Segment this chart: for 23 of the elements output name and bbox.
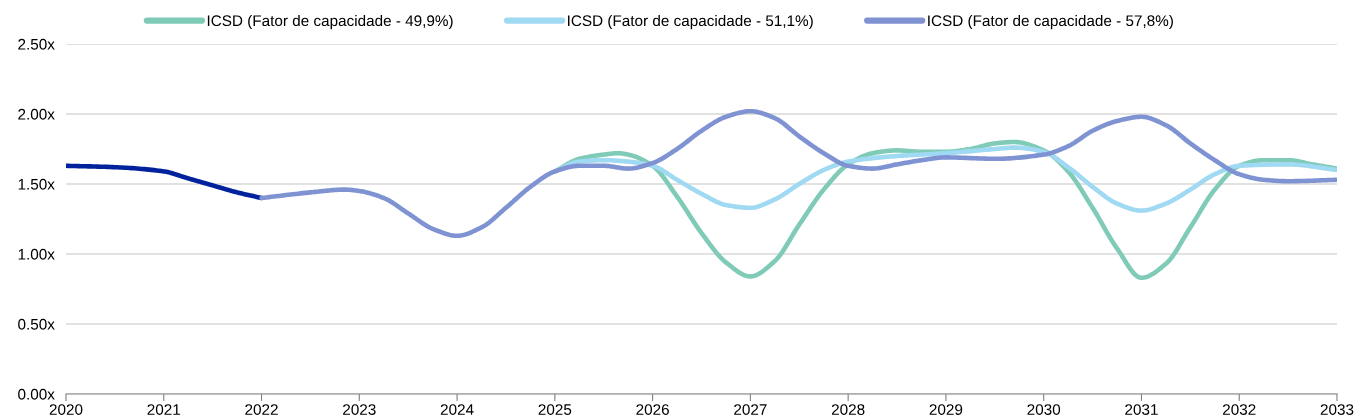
x-tick-label: 2021: [147, 404, 181, 415]
legend-label: ICSD (Fator de capacidade - 57,8%): [928, 14, 1173, 30]
y-tick-label: 2.00x: [18, 108, 55, 120]
legend-label: ICSD (Fator de capacidade - 49,9%): [207, 14, 453, 30]
x-tick-label: 2027: [734, 404, 767, 415]
x-tick-label: 2026: [636, 404, 669, 415]
x-tick-label: 2029: [929, 404, 963, 415]
y-tick-label: 1.50x: [18, 178, 55, 190]
x-tick-label: 2030: [1027, 404, 1061, 415]
legend-label: ICSD (Fator de capacidade - 51,1%): [568, 14, 813, 30]
y-tick-label: 1.00x: [18, 248, 55, 260]
x-tick-label: 2028: [831, 404, 865, 415]
x-tick-label: 2020: [49, 404, 83, 415]
y-tick-label: 0.50x: [18, 318, 55, 330]
x-tick-label: 2025: [538, 404, 572, 415]
x-tick-label: 2024: [440, 404, 474, 415]
y-tick-label: 0.00x: [18, 388, 55, 400]
x-tick-label: 2032: [1223, 404, 1256, 415]
y-tick-label: 2.50x: [18, 38, 55, 50]
x-tick-label: 2022: [245, 404, 278, 415]
x-tick-label: 2023: [343, 404, 376, 415]
x-tick-label: 2033: [1320, 404, 1354, 415]
x-tick-label: 2031: [1125, 404, 1158, 415]
